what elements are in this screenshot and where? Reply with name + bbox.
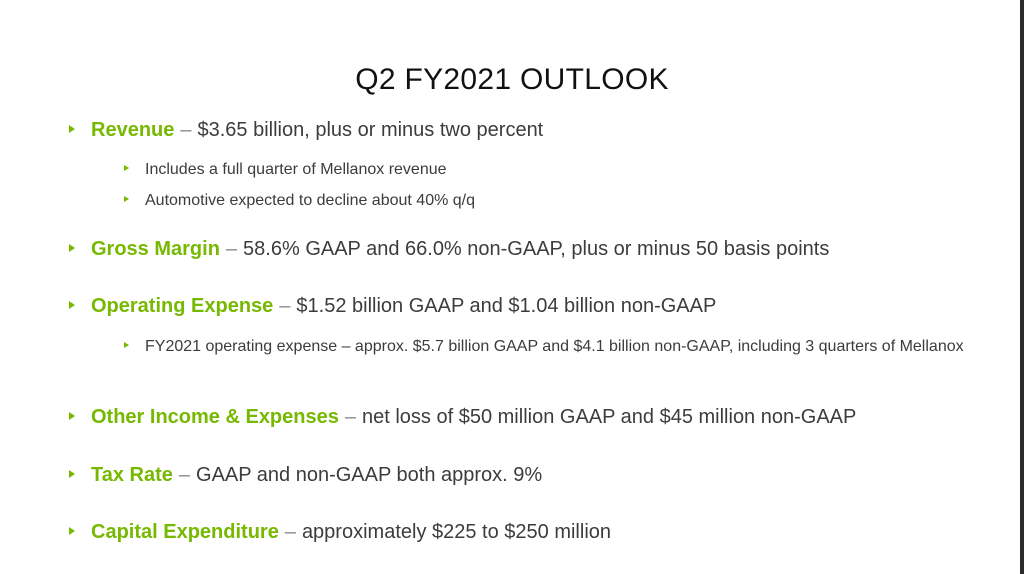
bullet-dash: –	[180, 119, 192, 141]
bullet-capital-expenditure: Capital Expenditure – approximately $225 t…	[69, 520, 612, 544]
sub-bullet-mellanox-revenue: Includes a full quarter of Mellanox reve…	[124, 159, 447, 180]
triangle-bullet-icon	[69, 125, 75, 133]
triangle-bullet-icon	[69, 470, 75, 478]
bullet-dash: –	[284, 521, 296, 543]
bullet-label: Capital Expenditure	[91, 521, 279, 543]
triangle-bullet-icon	[69, 244, 75, 252]
sub-bullet-text: Automotive expected to decline about 40%…	[145, 192, 475, 209]
sub-bullet-text: Includes a full quarter of Mellanox reve…	[145, 161, 447, 178]
bullet-text: approximately $225 to $250 million	[301, 521, 612, 543]
triangle-bullet-icon	[69, 527, 75, 535]
bullet-dash: –	[279, 295, 291, 317]
bullet-revenue: Revenue – $3.65 billion, plus or minus two…	[69, 118, 544, 142]
sub-bullet-fy2021-opex: FY2021 operating expense – approx. $5.7 …	[124, 336, 965, 357]
triangle-bullet-icon	[124, 342, 129, 348]
bullet-dash: –	[344, 406, 356, 428]
bullet-other-income: Other Income & Expenses – net loss of $50 …	[69, 405, 857, 429]
bullet-text: 58.6% GAAP and 66.0% non-GAAP, plus or m…	[243, 238, 830, 260]
bullet-gross-margin: Gross Margin –58.6% GAAP and 66.0% non-GA…	[69, 237, 830, 261]
triangle-bullet-icon	[124, 165, 129, 171]
window-edge	[1020, 0, 1024, 574]
slide-title: Q2 FY2021 OUTLOOK	[355, 63, 669, 96]
bullet-text: GAAP and non-GAAP both approx. 9%	[196, 464, 543, 486]
bullet-dash: –	[178, 464, 191, 486]
triangle-bullet-icon	[124, 196, 129, 202]
bullet-label: Other Income & Expenses	[91, 406, 339, 428]
bullet-label: Revenue	[91, 119, 175, 141]
bullet-label: Tax Rate	[91, 464, 173, 486]
bullet-label: Operating Expense	[91, 295, 274, 317]
triangle-bullet-icon	[69, 412, 75, 420]
bullet-operating-expense: Operating Expense – $1.52 billion GAAP and…	[69, 294, 717, 318]
bullet-text: net loss of $50 million GAAP and $45 mil…	[362, 406, 857, 428]
bullet-text: $1.52 billion GAAP and $1.04 billion non…	[296, 295, 717, 317]
sub-bullet-automotive: Automotive expected to decline about 40%…	[124, 190, 475, 211]
bullet-text: $3.65 billion, plus or minus two percent	[197, 119, 544, 141]
bullet-tax-rate: Tax Rate – GAAP and non-GAAP both approx. …	[69, 463, 543, 487]
bullet-dash: –	[225, 238, 238, 260]
sub-bullet-text: FY2021 operating expense – approx. $5.7 …	[145, 338, 964, 355]
bullet-label: Gross Margin	[91, 238, 220, 260]
triangle-bullet-icon	[69, 301, 75, 309]
